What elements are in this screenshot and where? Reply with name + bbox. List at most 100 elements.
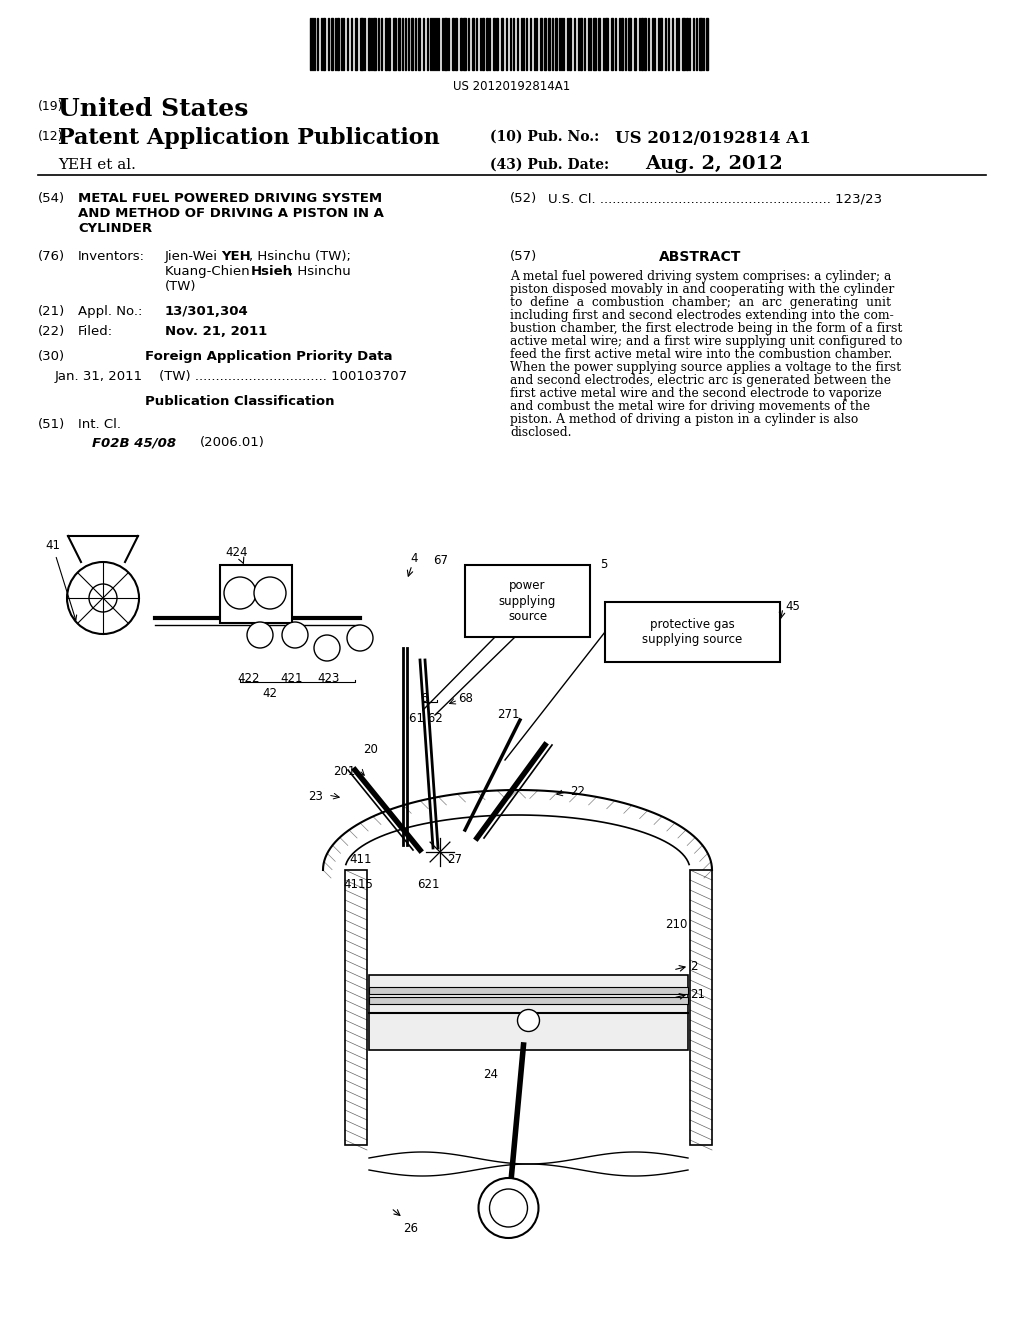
Circle shape: [478, 1177, 539, 1238]
Bar: [411, 18, 413, 70]
Bar: [360, 18, 362, 70]
Bar: [690, 870, 712, 1144]
Text: bustion chamber, the first electrode being in the form of a first: bustion chamber, the first electrode bei…: [510, 322, 902, 335]
Text: Filed:: Filed:: [78, 325, 113, 338]
Text: Foreign Application Priority Data: Foreign Application Priority Data: [145, 350, 392, 363]
Bar: [452, 18, 454, 70]
Bar: [398, 18, 400, 70]
Circle shape: [347, 624, 373, 651]
Bar: [337, 18, 339, 70]
Bar: [369, 975, 688, 1049]
Text: (22): (22): [38, 325, 66, 338]
Text: U.S. Cl. ........................................................ 123/23: U.S. Cl. ...............................…: [548, 191, 882, 205]
Bar: [496, 18, 498, 70]
Bar: [482, 18, 484, 70]
Text: 210: 210: [665, 917, 687, 931]
Bar: [598, 18, 600, 70]
Text: US 2012/0192814 A1: US 2012/0192814 A1: [615, 129, 811, 147]
Text: YEH: YEH: [221, 249, 251, 263]
Bar: [621, 18, 623, 70]
Text: 2: 2: [690, 960, 697, 973]
Text: 411: 411: [349, 853, 372, 866]
Text: 41: 41: [45, 539, 77, 620]
Text: 45: 45: [785, 601, 800, 612]
Text: and combust the metal wire for driving movements of the: and combust the metal wire for driving m…: [510, 400, 870, 413]
Text: CYLINDER: CYLINDER: [78, 222, 153, 235]
Bar: [373, 18, 376, 70]
Bar: [465, 565, 590, 638]
Bar: [634, 18, 636, 70]
Bar: [486, 18, 488, 70]
Text: United States: United States: [58, 96, 249, 121]
Text: Kuang-Chien: Kuang-Chien: [165, 265, 254, 279]
Bar: [706, 18, 708, 70]
Text: 5: 5: [600, 558, 607, 572]
Bar: [628, 18, 631, 70]
Bar: [331, 18, 333, 70]
Text: (51): (51): [38, 418, 66, 432]
Text: (30): (30): [38, 350, 66, 363]
Text: 26: 26: [403, 1222, 418, 1236]
Text: , Hsinchu: , Hsinchu: [289, 265, 351, 279]
Bar: [355, 18, 357, 70]
Circle shape: [247, 622, 273, 648]
Bar: [580, 18, 582, 70]
Text: METAL FUEL POWERED DRIVING SYSTEM: METAL FUEL POWERED DRIVING SYSTEM: [78, 191, 382, 205]
Bar: [699, 18, 702, 70]
Bar: [369, 997, 688, 1005]
Text: AND METHOD OF DRIVING A PISTON IN A: AND METHOD OF DRIVING A PISTON IN A: [78, 207, 384, 220]
Bar: [660, 18, 662, 70]
Bar: [605, 18, 608, 70]
Bar: [472, 18, 474, 70]
Text: 67: 67: [433, 554, 449, 568]
Text: protective gas
supplying source: protective gas supplying source: [642, 618, 742, 645]
Text: Patent Application Publication: Patent Application Publication: [58, 127, 439, 149]
Text: 23: 23: [308, 789, 323, 803]
Bar: [686, 18, 688, 70]
Bar: [393, 18, 396, 70]
Bar: [569, 18, 571, 70]
Text: Jan. 31, 2011    (TW) ................................ 100103707: Jan. 31, 2011 (TW) .....................…: [55, 370, 409, 383]
Bar: [345, 870, 367, 1144]
Circle shape: [517, 1010, 540, 1031]
Text: 201: 201: [333, 766, 355, 777]
Text: Publication Classification: Publication Classification: [145, 395, 335, 408]
Bar: [548, 18, 550, 70]
Text: (52): (52): [510, 191, 538, 205]
Text: 271: 271: [497, 708, 519, 721]
Bar: [641, 18, 643, 70]
Bar: [463, 18, 466, 70]
Text: including first and second electrodes extending into the com-: including first and second electrodes ex…: [510, 309, 894, 322]
Text: 421: 421: [280, 672, 302, 685]
Bar: [540, 18, 542, 70]
Text: feed the first active metal wire into the combustion chamber.: feed the first active metal wire into th…: [510, 348, 892, 360]
Circle shape: [224, 577, 256, 609]
Text: (43) Pub. Date:: (43) Pub. Date:: [490, 158, 609, 172]
Bar: [501, 18, 503, 70]
Text: F02B 45/08: F02B 45/08: [92, 436, 176, 449]
Text: 27: 27: [447, 853, 462, 866]
Text: 13/301,304: 13/301,304: [165, 305, 249, 318]
Bar: [555, 18, 557, 70]
Text: (21): (21): [38, 305, 66, 318]
Text: (76): (76): [38, 249, 66, 263]
Bar: [455, 18, 457, 70]
Text: (19): (19): [38, 100, 63, 114]
Text: first active metal wire and the second electrode to vaporize: first active metal wire and the second e…: [510, 387, 882, 400]
Bar: [388, 18, 390, 70]
Bar: [444, 18, 447, 70]
Text: 6: 6: [420, 692, 427, 705]
Text: 21: 21: [690, 987, 705, 1001]
Text: disclosed.: disclosed.: [510, 426, 571, 440]
Text: to  define  a  combustion  chamber;  an  arc  generating  unit: to define a combustion chamber; an arc g…: [510, 296, 891, 309]
Text: 68: 68: [458, 692, 473, 705]
Text: ABSTRACT: ABSTRACT: [658, 249, 741, 264]
Text: 42: 42: [262, 686, 278, 700]
Text: 61 62: 61 62: [409, 711, 442, 725]
Bar: [682, 18, 685, 70]
Text: 22: 22: [570, 785, 585, 799]
Text: 20: 20: [362, 743, 378, 756]
Text: Int. Cl.: Int. Cl.: [78, 418, 121, 432]
Bar: [369, 987, 688, 994]
Text: 4115: 4115: [343, 878, 373, 891]
